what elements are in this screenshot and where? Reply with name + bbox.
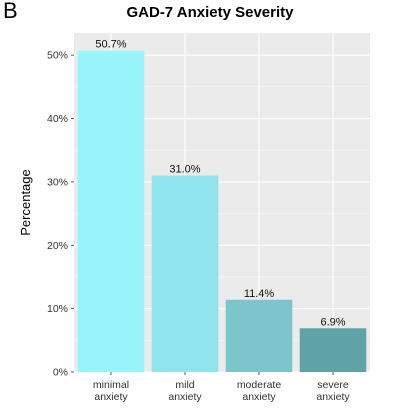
bar [151,175,219,372]
y-axis-ticks: 0% 10% 20% 30% 40% 50% [47,50,74,379]
bar-value-label: 6.9% [320,316,345,328]
bar-value-label: 11.4% [244,288,275,300]
x-tick-label-line: mild [175,379,194,391]
y-tick-label: 50% [47,50,68,62]
bars [77,50,367,372]
x-tick-label: severe anxiety [316,379,350,403]
bar-value-label: 31.0% [169,164,200,176]
y-tick-label: 20% [47,240,68,252]
y-axis-label: Percentage [18,169,33,236]
x-tick-label-line: anxiety [242,391,276,403]
x-tick-label-line: minimal [93,379,129,391]
x-tick-label: mild anxiety [168,379,202,403]
bar [77,50,145,372]
bar [299,328,367,372]
x-tick-label-line: anxiety [316,391,350,403]
panel-letter: B [3,0,18,23]
x-tick-label-line: anxiety [168,391,202,403]
chart-title: GAD-7 Anxiety Severity [126,4,294,21]
y-tick-label: 10% [47,303,68,315]
x-tick-label-line: severe [317,379,349,391]
x-tick-label-line: anxiety [94,391,128,403]
x-tick-label-line: moderate [237,379,282,391]
y-tick-label: 40% [47,113,68,125]
x-tick-label: moderate anxiety [237,379,282,403]
x-tick-label: minimal anxiety [93,379,129,403]
bar-value-label: 50.7% [95,39,126,51]
y-tick-label: 0% [53,367,68,379]
bar-value-labels: 50.7% 31.0% 11.4% 6.9% [95,39,345,329]
y-tick-label: 30% [47,176,68,188]
bar [225,299,293,372]
